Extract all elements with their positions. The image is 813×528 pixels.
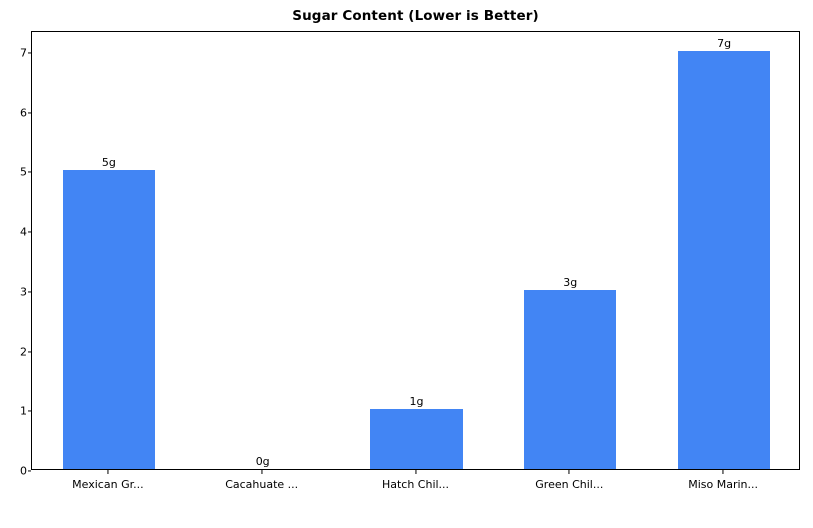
y-axis-tick-mark bbox=[27, 350, 31, 353]
x-axis-tick-label: Hatch Chil... bbox=[381, 478, 450, 491]
bar[interactable] bbox=[677, 50, 771, 469]
bar-value-label: 1g bbox=[409, 395, 424, 409]
bar-group: 7g bbox=[677, 32, 771, 469]
bar-group: 1g bbox=[370, 32, 463, 469]
y-axis-tick-mark bbox=[27, 410, 31, 412]
y-axis-tick-label: 6 bbox=[20, 106, 27, 120]
bar-group: 0g bbox=[217, 32, 309, 469]
y-axis-tick-mark bbox=[27, 470, 31, 472]
bar-value-label: 5g bbox=[101, 156, 116, 170]
x-axis-tick-mark bbox=[414, 470, 417, 474]
bar[interactable] bbox=[62, 170, 156, 469]
x-axis-tick-mark bbox=[261, 470, 263, 474]
bar-value-label: 0g bbox=[255, 455, 270, 468]
x-axis-tick-label: Miso Marin... bbox=[688, 478, 758, 491]
y-axis-tick-label: 5 bbox=[20, 165, 27, 179]
x-axis-tick-mark bbox=[568, 470, 570, 474]
y-axis-tick-label: 3 bbox=[20, 285, 27, 299]
y-axis-tick-label: 4 bbox=[20, 225, 27, 239]
y-axis-tick-mark bbox=[27, 112, 31, 114]
bar-group: 3g bbox=[524, 32, 617, 469]
bar[interactable] bbox=[524, 289, 617, 469]
plot-area: 0 1 2 3 4 5 6 7 5g 0g 1g 3g 7g bbox=[20, 31, 800, 478]
y-axis-tick-label: 0 bbox=[20, 464, 27, 478]
y-axis-tick-mark bbox=[27, 52, 31, 54]
y-axis-tick-mark bbox=[27, 291, 31, 293]
y-axis-tick-label: 1 bbox=[20, 404, 27, 418]
x-axis-tick-label: Cacahuate ... bbox=[225, 478, 299, 491]
y-axis-tick-label: 7 bbox=[20, 46, 27, 60]
chart-title: Sugar Content (Lower is Better) bbox=[292, 8, 539, 24]
bar[interactable] bbox=[370, 409, 463, 469]
y-axis-tick-mark bbox=[27, 231, 31, 233]
bar-value-label: 7g bbox=[717, 36, 732, 50]
y-axis-tick-mark bbox=[27, 171, 31, 173]
x-axis-tick-label: Mexican Gr... bbox=[72, 478, 144, 491]
bar-group: 5g bbox=[62, 32, 156, 469]
bar-value-label: 3g bbox=[563, 275, 578, 289]
x-axis-tick-label: Green Chil... bbox=[535, 478, 604, 491]
y-axis-tick-label: 2 bbox=[20, 345, 27, 359]
x-axis-tick-mark bbox=[722, 470, 724, 474]
x-axis-tick-mark bbox=[107, 470, 109, 474]
